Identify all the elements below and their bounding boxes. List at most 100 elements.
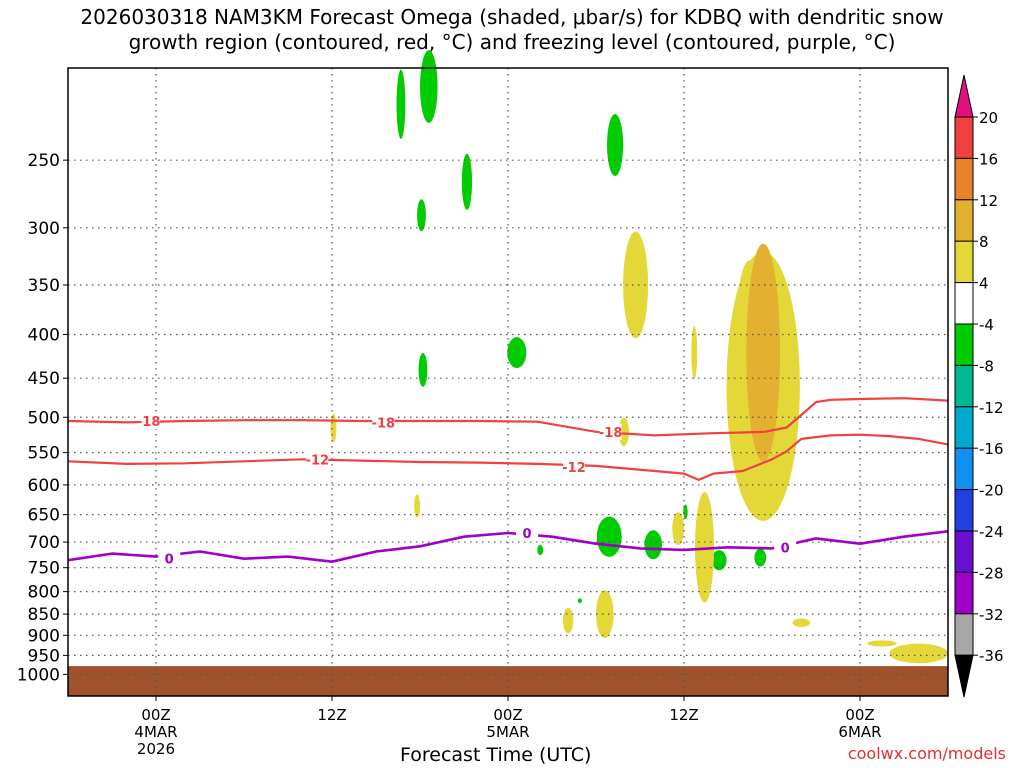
contour-label-2: -18 <box>599 426 623 441</box>
colorbar-swatch-10 <box>954 489 974 532</box>
colorbar-swatch-12 <box>954 571 974 615</box>
omega-shade-2 <box>461 153 473 210</box>
contour-label-bg-2 <box>599 423 622 440</box>
omega-shade-11 <box>754 548 767 567</box>
omega-shade-7 <box>596 516 622 557</box>
colorbar-swatch-13 <box>954 613 974 656</box>
contour-label-1: -18 <box>372 416 396 431</box>
contour-label-bg-7 <box>774 539 797 556</box>
y-tick-label-250: 250 <box>28 151 60 171</box>
contour-label-bg-0 <box>137 412 160 429</box>
omega-shade-27 <box>889 643 949 664</box>
chart-title-line-2: growth region (contoured, red, °C) and f… <box>128 30 896 54</box>
plot-frame <box>67 67 949 697</box>
contour-0-line <box>67 530 949 563</box>
y-tick-label-900: 900 <box>28 626 60 646</box>
y-tick-label-550: 550 <box>28 444 60 464</box>
colorbar-label-8: -16 <box>979 440 1004 458</box>
omega-shade-14 <box>623 231 649 339</box>
contour-label-bg-5 <box>158 550 181 567</box>
y-tick-label-500: 500 <box>28 408 60 428</box>
contour-label-4: -12 <box>562 461 586 476</box>
contour-m18-line <box>67 397 949 437</box>
colorbar-label-9: -20 <box>979 482 1004 500</box>
colorbar-swatch-5 <box>954 282 974 325</box>
colorbar-label-6: -8 <box>979 357 994 375</box>
y-tick-label-950: 950 <box>28 646 60 666</box>
omega-shade-22 <box>672 512 685 546</box>
colorbar-swatch-4 <box>954 240 974 284</box>
omega-shade-28 <box>867 640 897 647</box>
y-tick-label-600: 600 <box>28 476 60 496</box>
y-tick-label-650: 650 <box>28 506 60 526</box>
colorbar-swatch-2 <box>954 157 974 201</box>
omega-shade-4 <box>418 352 428 387</box>
omega-shade-9 <box>683 504 688 519</box>
y-tick-label-300: 300 <box>28 219 60 239</box>
x-tick-label-0-1: 4MAR <box>134 723 177 741</box>
contour-label-bg-1 <box>372 414 395 431</box>
contour-label-3: -12 <box>306 453 330 468</box>
site-credit: coolwx.com/models <box>847 744 1006 763</box>
colorbar-swatch-6 <box>954 323 974 366</box>
contour-label-7: 0 <box>781 541 790 556</box>
colorbar-label-4: 4 <box>979 275 989 293</box>
contour-label-6: 0 <box>523 527 532 542</box>
y-tick-label-750: 750 <box>28 559 60 579</box>
contour-m12-line <box>67 433 949 481</box>
y-tick-label-350: 350 <box>28 276 60 296</box>
colorbar-label-13: -36 <box>979 647 1004 665</box>
omega-shade-10 <box>711 550 727 571</box>
omega-shade-0 <box>396 69 406 139</box>
colorbar-label-1: 16 <box>979 150 998 168</box>
colorbar-label-11: -28 <box>979 564 1004 582</box>
omega-shade-24 <box>596 590 614 639</box>
omega-shade-3 <box>417 199 426 232</box>
y-tick-label-400: 400 <box>28 326 60 346</box>
grid-lines <box>68 68 948 696</box>
contour-label-bg-3 <box>306 451 329 468</box>
omega-shade-8 <box>644 530 662 560</box>
contour-label-bg-6 <box>516 524 539 541</box>
y-tick-label-850: 850 <box>28 605 60 625</box>
omega-shade-5 <box>507 337 527 369</box>
omega-shade-26 <box>792 618 811 627</box>
contour-label-0: -18 <box>137 415 161 430</box>
contour-label-5: 0 <box>165 553 174 568</box>
omega-shade-18 <box>691 326 698 380</box>
omega-shade-6 <box>607 114 624 177</box>
x-tick-label-0-0: 00Z <box>141 706 170 724</box>
omega-shade-1 <box>420 50 438 123</box>
x-tick-label-2-1: 5MAR <box>486 723 529 741</box>
x-tick-label-4-1: 6MAR <box>838 723 881 741</box>
colorbar-swatch-0 <box>954 74 974 118</box>
colorbar-label-3: 8 <box>979 233 989 251</box>
colorbar-label-2: 12 <box>979 192 998 210</box>
omega-shade-29 <box>746 243 781 462</box>
colorbar-label-7: -12 <box>979 399 1004 417</box>
y-tick-label-800: 800 <box>28 583 60 603</box>
omega-shade-25 <box>563 607 574 634</box>
x-tick-label-4-0: 00Z <box>845 706 874 724</box>
colorbar: 20 16 12 8 4 -4 -8 -12 -16 -20 -24 -28 -32 -36 <box>954 74 1004 698</box>
x-tick-label-3-0: 12Z <box>669 706 698 724</box>
colorbar-label-12: -32 <box>979 606 1004 624</box>
colorbar-label-5: -4 <box>979 316 994 334</box>
colorbar-swatch-3 <box>954 199 974 242</box>
colorbar-swatch-1 <box>954 116 974 159</box>
y-tick-label-700: 700 <box>28 533 60 553</box>
omega-shade-12 <box>537 544 544 556</box>
y-axis-ticks: 2503003504004505005506006507007508008509… <box>17 151 68 685</box>
omega-shade-13 <box>577 598 583 604</box>
colorbar-swatch-14 <box>954 654 974 698</box>
omega-shade-23 <box>695 492 715 603</box>
omega-shade-21 <box>414 494 421 518</box>
omega-shade-17 <box>750 446 780 492</box>
colorbar-swatch-7 <box>954 364 974 408</box>
chart-title-line-1: 2026030318 NAM3KM Forecast Omega (shaded… <box>80 5 944 29</box>
y-tick-label-450: 450 <box>28 369 60 389</box>
colorbar-swatch-9 <box>954 447 974 491</box>
colorbar-label-10: -24 <box>979 523 1004 541</box>
contour-label-bg-4 <box>563 459 585 476</box>
